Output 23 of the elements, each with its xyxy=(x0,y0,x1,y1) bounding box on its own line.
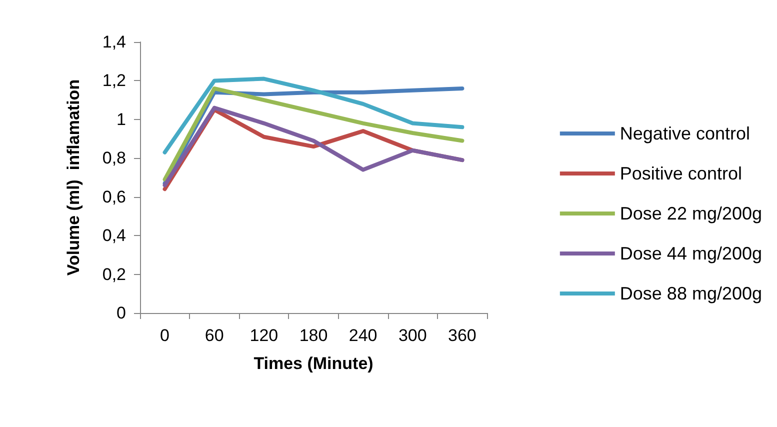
y-tick-label: 0,4 xyxy=(102,226,126,246)
y-tick-label: 0,8 xyxy=(102,148,126,168)
x-tick-label: 60 xyxy=(204,326,224,345)
x-axis-title: Times (Minute) xyxy=(254,354,374,373)
line-series xyxy=(162,76,464,154)
y-tick-label: 0,6 xyxy=(102,187,126,206)
y-axis-title: Volume (ml) inflamation xyxy=(64,79,83,276)
x-tick-label: 180 xyxy=(299,326,328,345)
y-tick-label: 0,2 xyxy=(102,264,126,284)
legend-label: Positive control xyxy=(620,164,742,184)
legend-label: Dose 44 mg/200g xyxy=(620,244,762,264)
y-tick-label: 1,4 xyxy=(102,32,126,52)
x-tick-label: 240 xyxy=(348,326,378,345)
y-tick-label: 1 xyxy=(116,110,126,129)
x-tick-label: 360 xyxy=(448,326,476,345)
x-tick-label: 120 xyxy=(250,326,278,345)
legend-label: Negative control xyxy=(620,124,750,144)
legend-label: Dose 22 mg/200g xyxy=(620,204,762,224)
y-tick-label: 0 xyxy=(116,304,126,322)
x-tick-label: 300 xyxy=(398,326,427,345)
y-tick-label: 1,2 xyxy=(102,71,126,90)
x-tick-label: 0 xyxy=(160,326,170,345)
legend-label: Dose 88 mg/200g xyxy=(620,284,762,304)
